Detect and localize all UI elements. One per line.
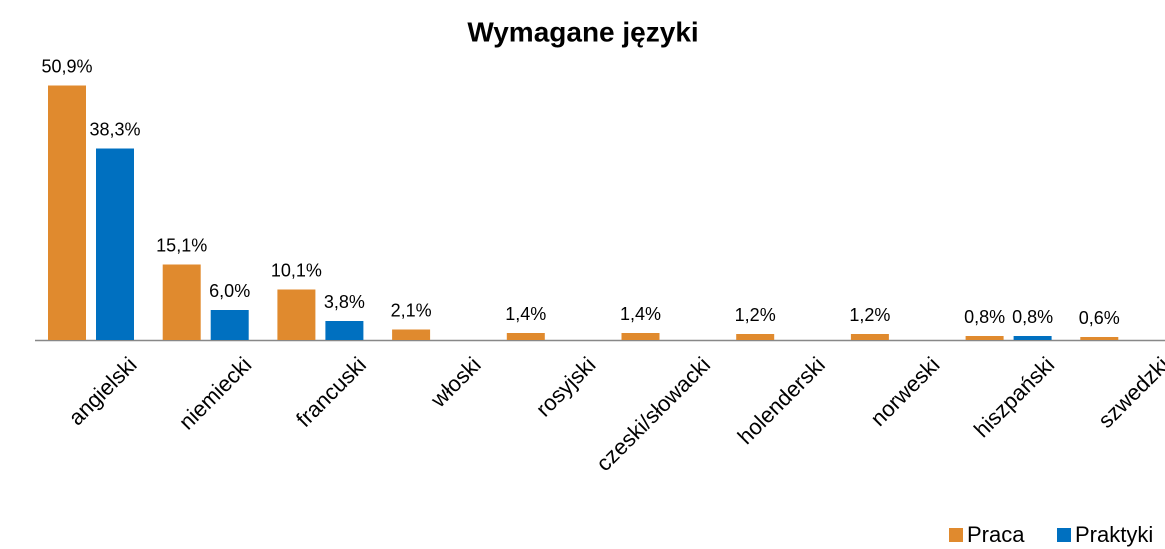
value-label: 38,3%: [89, 119, 140, 139]
bar: [1080, 337, 1119, 340]
value-label: 50,9%: [41, 56, 92, 76]
x-tick-label: hiszpański: [969, 352, 1059, 442]
value-label: 1,2%: [735, 305, 776, 325]
value-label: 15,1%: [156, 235, 207, 255]
x-tick-label: holenderski: [733, 352, 830, 449]
value-label: 2,1%: [391, 300, 432, 320]
chart-title: Wymagane języki: [467, 16, 698, 47]
legend-swatch: [949, 528, 963, 542]
x-tick-label: szwedzki: [1093, 352, 1165, 433]
bar: [210, 310, 249, 340]
value-label: 1,4%: [620, 304, 661, 324]
bar: [506, 333, 545, 340]
bar: [621, 333, 660, 340]
x-tick-label: czeski/słowacki: [591, 352, 715, 476]
bar: [277, 289, 316, 340]
value-label: 1,4%: [505, 304, 546, 324]
value-label: 0,8%: [1012, 307, 1053, 327]
x-tick-label: norweski: [865, 352, 944, 431]
legend-swatch: [1057, 528, 1071, 542]
legend-label: Praktyki: [1075, 522, 1153, 547]
legend-label: Praca: [967, 522, 1025, 547]
bar: [736, 334, 775, 340]
bar: [1013, 336, 1052, 340]
value-label: 3,8%: [324, 292, 365, 312]
value-label: 0,6%: [1079, 308, 1120, 328]
bar: [162, 264, 201, 340]
value-label: 10,1%: [271, 260, 322, 280]
x-tick-label: angielski: [63, 352, 141, 430]
value-label: 6,0%: [209, 281, 250, 301]
x-tick-label: niemiecki: [174, 352, 257, 435]
bar: [325, 321, 364, 340]
x-tick-label: rosyjski: [531, 352, 601, 422]
bar: [392, 329, 431, 340]
value-label: 0,8%: [964, 307, 1005, 327]
value-label: 1,2%: [849, 305, 890, 325]
x-tick-label: francuski: [291, 352, 371, 432]
bar: [48, 85, 86, 340]
bar: [96, 148, 134, 340]
bar: [965, 336, 1004, 340]
bar: [850, 334, 889, 340]
x-tick-label: włoski: [425, 352, 486, 413]
